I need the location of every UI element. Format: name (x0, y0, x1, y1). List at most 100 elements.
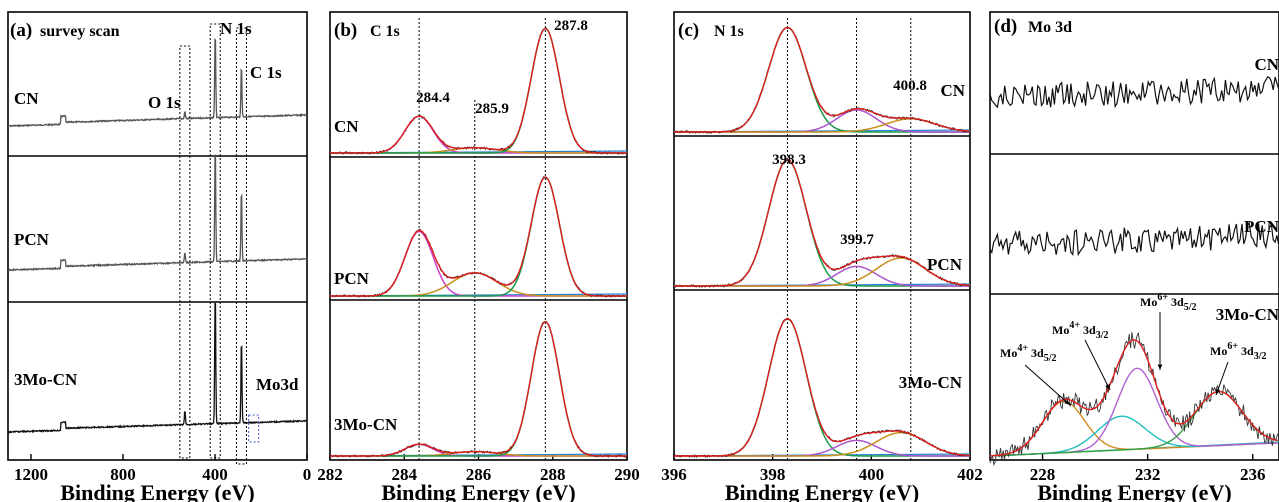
panel-b-xtick-label: 288 (540, 465, 566, 484)
panel-d-annotation: Mo4+ 3d3/2 (1052, 320, 1109, 341)
panel-a-xtick-label: 1200 (14, 465, 48, 484)
panel-c-raw (673, 159, 971, 288)
panel-a-peak-label: O 1s (148, 93, 181, 112)
panel-c-series (673, 317, 971, 459)
panel-a-frame (7, 11, 308, 461)
panel-c-component (674, 439, 970, 457)
panel-a-xtick-label: 0 (303, 465, 312, 484)
panel-d-noise-CN (989, 76, 1279, 109)
panel-b-envelope (330, 27, 627, 154)
panel-c-title: N 1s (714, 23, 744, 40)
panel-c-xtick-label: 400 (859, 465, 885, 484)
panel-d-series-label: PCN (1244, 217, 1279, 236)
panel-a-title: survey scan (40, 23, 120, 40)
panel-b-envelope (330, 176, 627, 297)
panel-d-annotation: Mo6+ 3d3/2 (1210, 341, 1267, 362)
panel-d-component (989, 367, 1278, 457)
panel-a-peak-label: N 1s (220, 19, 252, 38)
panel-c-series-label: CN (940, 81, 965, 100)
panel-a-xlabel: Binding Energy (eV) (60, 480, 254, 502)
panel-a-series (8, 153, 308, 272)
panel-c-series (673, 159, 971, 288)
panel-d-series-label: CN (1254, 55, 1279, 74)
panel-c-peak-label: 399.7 (840, 232, 874, 248)
panel-d-annotation: Mo6+ 3d5/2 (1140, 292, 1197, 313)
panel-b-component (330, 176, 627, 297)
panel-a-line-3Mo-CN (7, 301, 308, 434)
panel-b-component (330, 230, 627, 297)
panel-b-label: (b) (334, 20, 357, 41)
panel-c-component (674, 159, 970, 287)
panel-d-arrowhead (1064, 399, 1070, 405)
panel-b-series-label: CN (334, 117, 359, 136)
panel-c-series-label: 3Mo-CN (899, 373, 963, 392)
panel-b-xlabel: Binding Energy (eV) (381, 480, 575, 502)
panel-b-raw (329, 26, 628, 155)
panel-b-series-label: PCN (334, 269, 370, 288)
panel-a-peak-label: C 1s (250, 63, 282, 82)
panel-c-peak-label: 398.3 (772, 152, 806, 168)
panel-d-arrow (1215, 361, 1229, 396)
panel-b-peak-label: 287.8 (554, 18, 588, 34)
panel-d-envelope (989, 339, 1278, 457)
panel-d-xtick-label: 232 (1135, 465, 1161, 484)
panel-d-label: (d) (994, 16, 1017, 37)
panel-a-series-label: CN (14, 89, 39, 108)
panel-a-peak-box (248, 414, 260, 443)
panel-b-frame (329, 11, 628, 461)
panel-c-xlabel: Binding Energy (eV) (725, 480, 919, 502)
panel-b-peak-label: 285.9 (475, 101, 509, 117)
panel-b-envelope (330, 321, 627, 457)
panel-d-title: Mo 3d (1028, 19, 1072, 36)
panel-b-component (330, 27, 627, 154)
panel-a-peak-label: Mo3d (256, 375, 299, 394)
panel-a-series-label: PCN (14, 230, 50, 249)
panel-b-series (329, 321, 628, 459)
panel-a-label: (a) (10, 20, 32, 41)
panel-b-raw (330, 176, 628, 298)
panel-a-series (7, 37, 308, 128)
panel-d-series-label: 3Mo-CN (1216, 305, 1279, 324)
panel-b-title: C 1s (370, 23, 400, 40)
panel-a-xtick-label: 400 (202, 465, 228, 484)
panel-a-line-CN (7, 37, 308, 128)
panel-b-component (330, 321, 627, 457)
panel-b-series (329, 26, 628, 155)
panel-b-peak-label: 284.4 (416, 90, 450, 106)
panel-b-xtick-label: 290 (614, 465, 640, 484)
panel-a-peak-box (209, 23, 221, 459)
panel-a-xtick-label: 800 (110, 465, 136, 484)
panel-a-peak-box (235, 27, 247, 465)
panel-b-raw (330, 321, 628, 459)
panel-d-xlabel: Binding Energy (eV) (1037, 480, 1231, 502)
panel-a-series-label: 3Mo-CN (14, 370, 78, 389)
panel-c-frame (673, 11, 971, 461)
panel-d-arrow (1024, 364, 1071, 406)
panel-c-series-label: PCN (927, 255, 963, 274)
panel-b-series (329, 176, 628, 298)
panel-a-line-PCN (8, 153, 308, 272)
panel-b-xtick-label: 284 (392, 465, 418, 484)
panel-d-arrowhead (1157, 364, 1163, 370)
panel-c-envelope (674, 317, 970, 457)
panel-d-arrowhead (1215, 389, 1221, 395)
panel-b-xtick-label: 286 (466, 465, 492, 484)
panel-d-xtick-label: 228 (1030, 465, 1056, 484)
panel-c-envelope (674, 26, 971, 133)
panel-a-series (7, 301, 308, 434)
panel-d-annotation: Mo4+ 3d5/2 (1000, 343, 1057, 364)
panel-b-series-label: 3Mo-CN (334, 415, 398, 434)
panel-d-arrowhead (1105, 384, 1110, 390)
panel-c-xtick-label: 402 (957, 465, 983, 484)
panel-c-envelope (674, 159, 970, 287)
panel-c-series (673, 26, 971, 134)
panel-d-noise-PCN (989, 221, 1279, 257)
panel-d-xtick-label: 236 (1240, 465, 1266, 484)
panel-a-peak-box (179, 45, 191, 459)
panel-c-peak-label: 400.8 (893, 78, 927, 94)
panel-d-frame (989, 11, 1279, 461)
panel-d-arrow (1084, 339, 1111, 391)
panel-b-xtick-label: 282 (317, 465, 343, 484)
panel-c-xtick-label: 396 (661, 465, 687, 484)
